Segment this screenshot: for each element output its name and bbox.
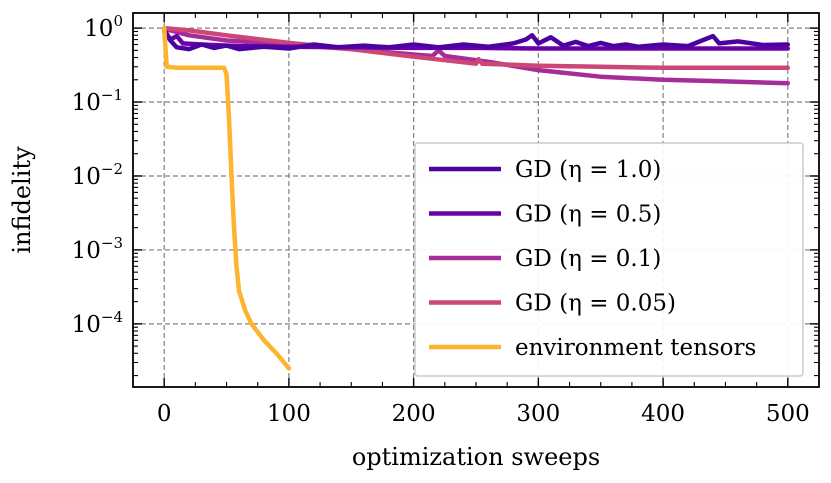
series-line-1: [161, 25, 791, 71]
series-line-0: [161, 26, 791, 86]
y-tick-label: 10−4: [72, 308, 123, 338]
legend-box: [414, 142, 804, 377]
x-tick-labels: 0 100 200 300 400 500: [157, 401, 810, 427]
legend-label: GD (η = 0.5): [515, 202, 661, 228]
x-tick-label: 100: [267, 401, 311, 427]
x-tick-label: 200: [392, 401, 436, 427]
x-tick-label: 500: [766, 401, 810, 427]
series-lines: [161, 25, 791, 371]
x-tick-label: 400: [641, 401, 685, 427]
series-line-3: [161, 29, 791, 52]
legend-label: GD (η = 0.1): [515, 246, 661, 272]
y-tick-label: 10−1: [72, 86, 123, 116]
x-tick-label: 0: [157, 401, 172, 427]
y-tick-labels: 100 10−1 10−2 10−3 10−4: [72, 12, 123, 338]
legend: GD (η = 1.0) GD (η = 0.5) GD (η = 0.1) GD (…: [414, 142, 804, 377]
series-line-4: [161, 25, 292, 371]
y-tick-label: 100: [84, 12, 123, 42]
y-axis-label: infidelity: [8, 146, 36, 254]
y-tick-label: 10−3: [72, 234, 123, 264]
x-tick-label: 300: [516, 401, 560, 427]
plot-frame: [132, 12, 820, 388]
x-axis-label: optimization sweeps: [352, 443, 600, 471]
legend-label: GD (η = 1.0): [515, 157, 661, 183]
y-tick-label: 10−2: [72, 160, 123, 190]
legend-label: environment tensors: [515, 335, 756, 361]
legend-label: GD (η = 0.05): [515, 291, 676, 317]
